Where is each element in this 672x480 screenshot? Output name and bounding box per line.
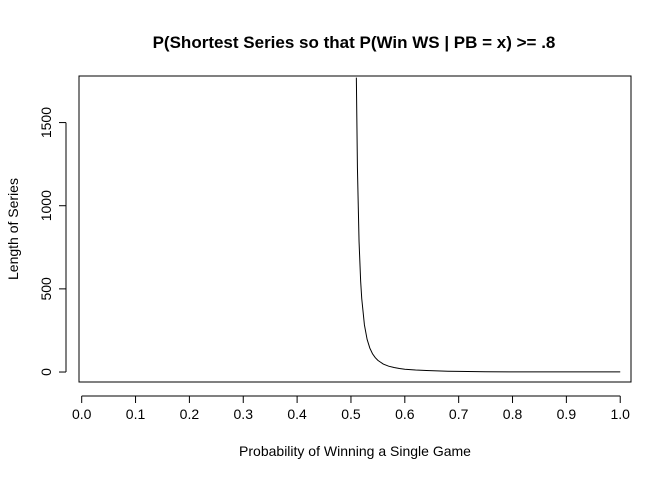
- x-tick-label: 0.5: [341, 406, 361, 422]
- y-axis: 0 500 1000 1500: [38, 107, 67, 376]
- y-tick-label: 1000: [38, 190, 54, 221]
- x-tick-label: 0.2: [180, 406, 200, 422]
- x-tick-label: 0.4: [287, 406, 307, 422]
- y-tick-label: 0: [38, 368, 54, 376]
- y-tick-label: 500: [38, 277, 54, 301]
- plot-frame: [78, 75, 632, 383]
- x-tick-label: 0.3: [234, 406, 254, 422]
- x-axis: 0.0 0.1 0.2 0.3 0.4 0.5 0.6 0.7 0.8 0.9 1.0: [72, 395, 630, 422]
- x-tick-label: 0.1: [126, 406, 146, 422]
- chart-title: P(Shortest Series so that P(Win WS | PB …: [153, 33, 556, 52]
- y-axis-label: Length of Series: [5, 178, 21, 280]
- x-tick-label: 0.9: [557, 406, 577, 422]
- x-tick-label: 0.7: [449, 406, 469, 422]
- x-tick-label: 0.6: [395, 406, 415, 422]
- x-tick-label: 0.8: [503, 406, 523, 422]
- y-tick-label: 1500: [38, 107, 54, 138]
- x-tick-label: 0.0: [72, 406, 92, 422]
- x-tick-label: 1.0: [610, 406, 630, 422]
- series-layer: [355, 77, 621, 373]
- series-line: [355, 77, 621, 373]
- x-axis-label: Probability of Winning a Single Game: [239, 443, 471, 459]
